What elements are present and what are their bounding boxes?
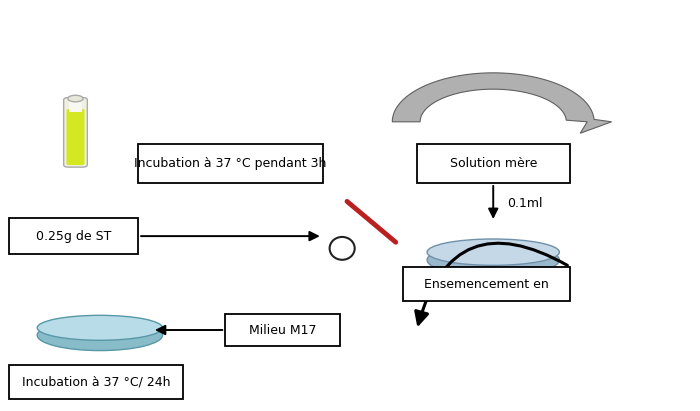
FancyBboxPatch shape bbox=[402, 267, 570, 301]
Ellipse shape bbox=[37, 320, 162, 351]
Ellipse shape bbox=[68, 95, 83, 102]
FancyBboxPatch shape bbox=[138, 144, 323, 183]
Ellipse shape bbox=[427, 244, 559, 276]
Ellipse shape bbox=[427, 239, 559, 266]
Ellipse shape bbox=[37, 315, 162, 340]
Text: Solution mère: Solution mère bbox=[449, 157, 537, 170]
FancyBboxPatch shape bbox=[69, 100, 82, 112]
Text: Incubation à 37 °C pendant 3h: Incubation à 37 °C pendant 3h bbox=[134, 157, 327, 170]
FancyBboxPatch shape bbox=[66, 109, 85, 165]
PathPatch shape bbox=[392, 73, 612, 133]
Text: 0.25g de ST: 0.25g de ST bbox=[36, 230, 111, 242]
Text: 0.1ml: 0.1ml bbox=[508, 197, 542, 210]
FancyBboxPatch shape bbox=[9, 365, 183, 399]
Text: Milieu M17: Milieu M17 bbox=[249, 323, 316, 337]
FancyBboxPatch shape bbox=[416, 144, 570, 183]
FancyBboxPatch shape bbox=[225, 314, 340, 346]
Text: Incubation à 37 °C/ 24h: Incubation à 37 °C/ 24h bbox=[22, 376, 171, 388]
Text: Ensemencement en: Ensemencement en bbox=[424, 277, 549, 291]
FancyBboxPatch shape bbox=[64, 97, 88, 167]
FancyBboxPatch shape bbox=[9, 218, 138, 254]
